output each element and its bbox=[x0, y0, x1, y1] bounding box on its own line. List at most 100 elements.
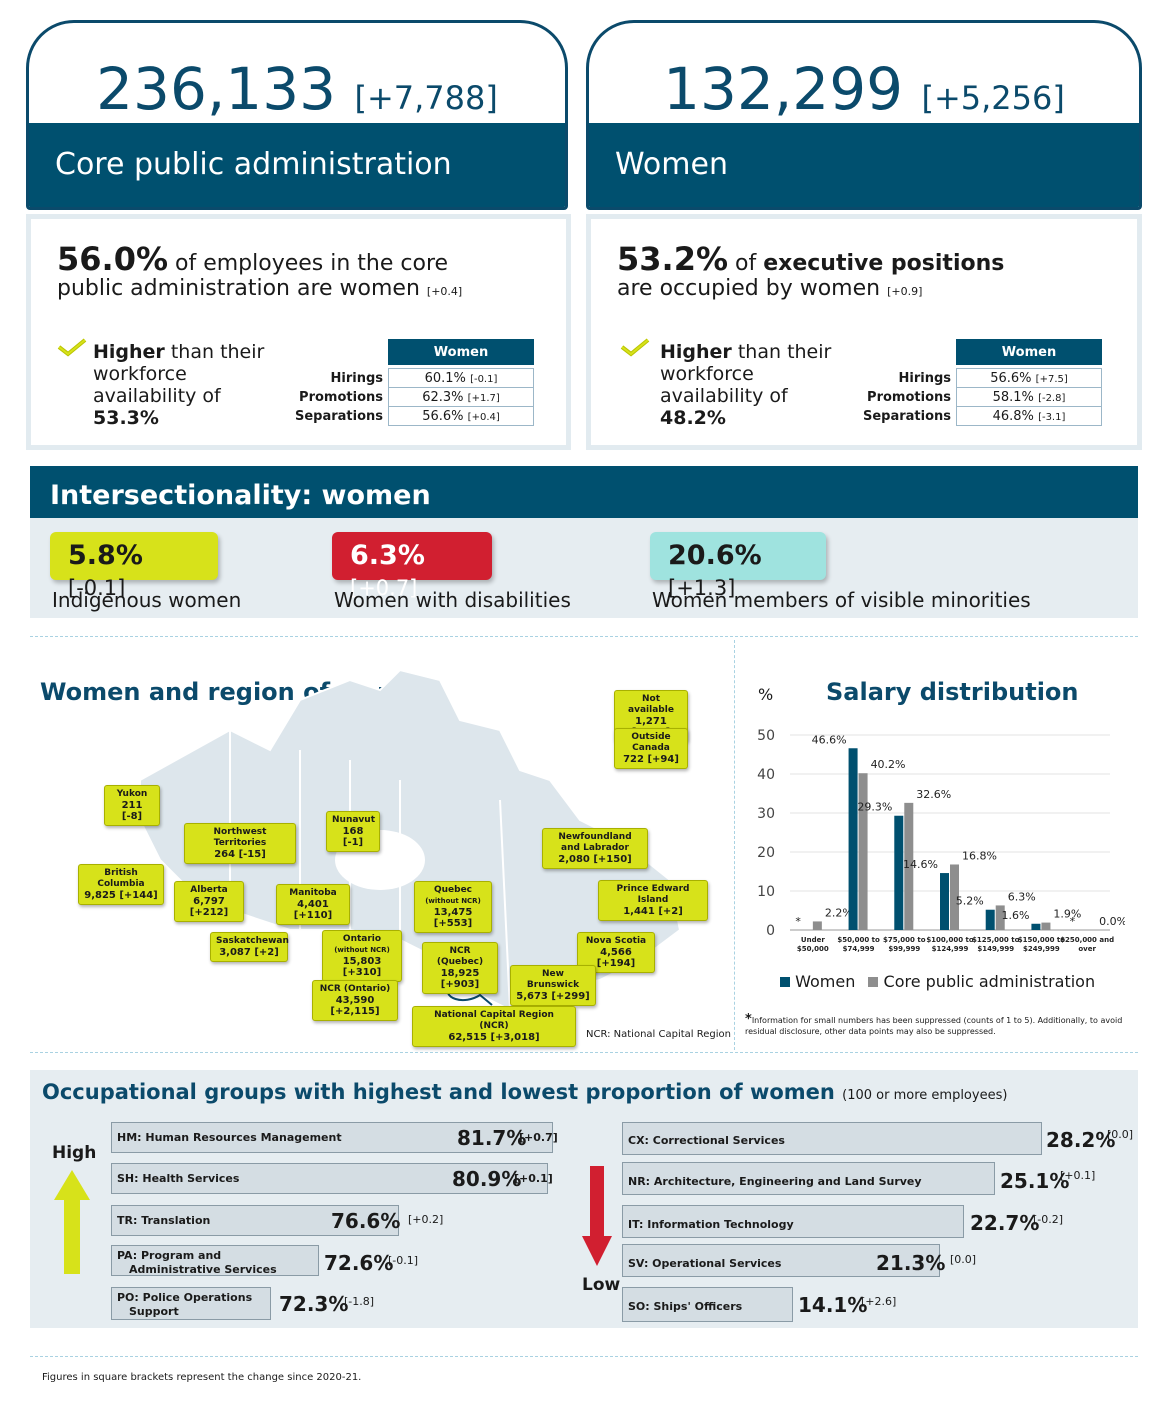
checkmark-icon bbox=[620, 338, 650, 357]
women-label: Women bbox=[589, 123, 1139, 207]
occ-chg-cx: [0.0] bbox=[1107, 1128, 1134, 1141]
indigenous-women-badge: 5.8%[-0.1] bbox=[50, 532, 218, 600]
legend-swatch-cpa bbox=[868, 977, 879, 987]
bar-cpa bbox=[1041, 922, 1051, 930]
data-label: * bbox=[1070, 915, 1076, 928]
cpa-label: Core public administration bbox=[29, 123, 565, 207]
occ-bar-po: PO: Police Operations Support bbox=[111, 1287, 271, 1320]
x-tick-label: $75,000 to bbox=[883, 936, 926, 944]
region-tag-nwt: Northwest Territories 264 [-15] bbox=[184, 823, 296, 864]
data-label: 16.8% bbox=[962, 849, 997, 862]
cpa-count: 236,133 [+7,788] bbox=[96, 55, 498, 123]
region-tag-new-brunswick: New Brunswick 5,673 [+299] bbox=[510, 965, 596, 1006]
occ-pct-pa: 72.6% bbox=[324, 1251, 394, 1275]
occ-bar-so: SO: Ships' Officers bbox=[622, 1287, 793, 1322]
y-tick-label: 50 bbox=[757, 728, 775, 744]
region-tag-ncr-quebec: NCR (Quebec) 18,925 [+903] bbox=[422, 942, 498, 994]
y-tick-label: 20 bbox=[757, 845, 775, 861]
occ-bar-nr: NR: Architecture, Engineering and Land S… bbox=[622, 1162, 995, 1195]
row-label: Separations bbox=[862, 409, 951, 424]
occ-bar-hm: HM: Human Resources Management 81.7% [+0.7… bbox=[111, 1122, 558, 1153]
occ-chg-tr: [+0.2] bbox=[408, 1213, 444, 1226]
occupational-panel: Occupational groups with highest and low… bbox=[30, 1070, 1138, 1328]
occ-bar-cx: CX: Correctional Services bbox=[622, 1122, 1042, 1155]
bar-cpa bbox=[950, 864, 959, 930]
salary-distribution-chart: 0 10 20 30 40 50 * 2.2% Under$50,000 46.6% 40.2% $5… bbox=[757, 728, 1125, 953]
bar-women bbox=[940, 873, 949, 930]
data-label: 32.6% bbox=[916, 788, 951, 801]
x-tick-label: $74,999 bbox=[843, 945, 875, 953]
region-tag-pei: Prince Edward Island 1,441 [+2] bbox=[598, 880, 708, 921]
data-label: 46.6% bbox=[812, 733, 847, 746]
high-label: High bbox=[52, 1143, 97, 1163]
visible-minorities-women-label: Women members of visible minorities bbox=[652, 588, 1031, 612]
region-tag-ncr-ontario: NCR (Ontario) 43,590 [+2,115] bbox=[312, 980, 398, 1021]
data-label: 40.2% bbox=[871, 758, 906, 771]
occ-bar-sh: SH: Health Services 80.9% [+0.1] bbox=[111, 1163, 553, 1194]
footer-note: Figures in square brackets represent the… bbox=[42, 1372, 362, 1383]
row-value: 46.8% [-3.1] bbox=[956, 406, 1102, 426]
chart-footnote: *Information for small numbers has been … bbox=[745, 1012, 1123, 1036]
row-label: Hirings bbox=[330, 371, 383, 386]
y-tick-label: 10 bbox=[757, 884, 775, 900]
intersectionality-panel: Intersectionality: women 5.8%[-0.1] Indi… bbox=[30, 466, 1138, 618]
exec-women-stat-card: 53.2% of executive positions are occupie… bbox=[586, 214, 1142, 450]
cpa-women-stat-card: 56.0% of employees in the core public ad… bbox=[26, 214, 571, 450]
x-tick-label: $125,000 to bbox=[972, 936, 1020, 944]
region-tag-ontario: Ontario (without NCR) 15,803 [+310] bbox=[322, 930, 402, 982]
cpa-women-pct-text: 56.0% of employees in the core public ad… bbox=[57, 240, 463, 301]
region-tag-saskatchewan: Saskatchewan 3,087 [+2] bbox=[210, 932, 289, 962]
workforce-availability-text: Higher than their workforce availability… bbox=[93, 341, 265, 429]
region-tag-manitoba: Manitoba 4,401 [+110] bbox=[276, 884, 350, 925]
x-tick-label: $150,000 to bbox=[1018, 936, 1066, 944]
occ-bar-pa: PA: Program and Administrative Services bbox=[111, 1245, 319, 1276]
row-value: 56.6% [+0.4] bbox=[388, 406, 534, 426]
x-tick-label: $99,999 bbox=[888, 945, 920, 953]
low-label: Low bbox=[582, 1275, 621, 1295]
occ-chg-sv: [0.0] bbox=[950, 1253, 977, 1266]
bar-women bbox=[848, 748, 858, 930]
occ-chg-it: [-0.2] bbox=[1033, 1213, 1064, 1226]
occ-pct-it: 22.7% bbox=[970, 1211, 1040, 1235]
row-value: 56.6% [+7.5] bbox=[956, 368, 1102, 388]
divider bbox=[30, 1356, 1138, 1357]
occ-bar-it: IT: Information Technology bbox=[622, 1205, 964, 1238]
x-tick-label: $149,999 bbox=[977, 945, 1014, 953]
divider bbox=[30, 1052, 1138, 1053]
data-label: 14.6% bbox=[903, 858, 938, 871]
row-label: Promotions bbox=[299, 390, 383, 405]
cpa-card: 236,133 [+7,788] Core public administrat… bbox=[26, 20, 568, 210]
legend-label-women: Women bbox=[795, 972, 856, 991]
intersectionality-title: Intersectionality: women bbox=[30, 466, 1138, 518]
chart-ylabel: % bbox=[758, 685, 774, 704]
row-label: Hirings bbox=[898, 371, 951, 386]
x-tick-label: $50,000 bbox=[797, 945, 829, 953]
region-tag-nova-scotia: Nova Scotia 4,566 [+194] bbox=[577, 932, 655, 973]
disabilities-women-badge: 6.3%[+0.7] bbox=[332, 532, 492, 600]
occ-bar-sv: SV: Operational Services 21.3% bbox=[622, 1244, 945, 1277]
x-tick-label: $50,000 to bbox=[837, 936, 880, 944]
row-label: Separations bbox=[294, 409, 383, 424]
region-tag-ncr: National Capital Region (NCR) 62,515 [+3,… bbox=[412, 1006, 576, 1047]
data-label: 2.2% bbox=[825, 906, 853, 919]
data-label: * bbox=[795, 915, 801, 928]
region-tag-nunavut: Nunavut 168 [-1] bbox=[326, 811, 380, 852]
region-tag-outside-canada: Outside Canada 722 [+94] bbox=[614, 728, 688, 769]
divider bbox=[734, 640, 735, 1050]
bar-women bbox=[1031, 923, 1041, 930]
row-value: 62.3% [+1.7] bbox=[388, 387, 534, 407]
data-label: 0.0% bbox=[1099, 915, 1125, 928]
x-tick-label: $100,000 to bbox=[926, 936, 974, 944]
divider bbox=[30, 636, 1138, 637]
region-tag-yukon: Yukon 211 [-8] bbox=[104, 785, 160, 826]
workforce-availability-text: Higher than their workforce availability… bbox=[660, 341, 832, 429]
arrow-down-icon bbox=[582, 1166, 612, 1266]
x-tick-label: $124,999 bbox=[932, 945, 969, 953]
region-tag-alberta: Alberta 6,797 [+212] bbox=[174, 881, 244, 922]
x-tick-label: $250,000 and bbox=[1060, 936, 1114, 944]
legend-label-cpa: Core public administration bbox=[883, 972, 1096, 991]
occ-pct-po: 72.3% bbox=[279, 1292, 349, 1316]
data-label: 5.2% bbox=[956, 895, 984, 908]
region-tag-bc: British Columbia 9,825 [+144] bbox=[78, 864, 164, 905]
data-label: 1.9% bbox=[1053, 908, 1081, 921]
